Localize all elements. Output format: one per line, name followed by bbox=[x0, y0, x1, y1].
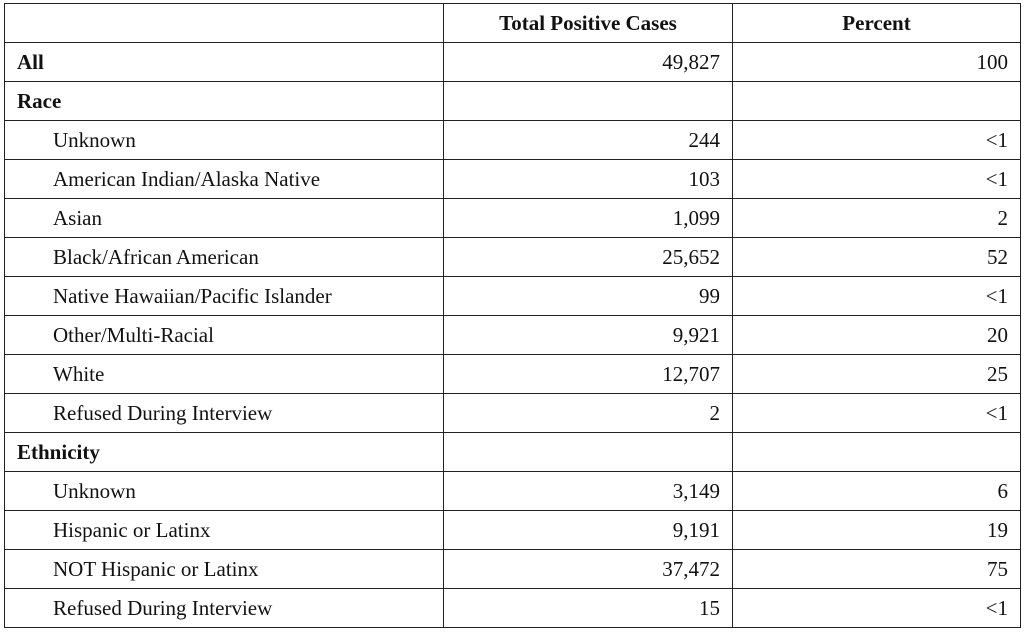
row-label: Refused During Interview bbox=[4, 588, 444, 628]
percent-cell: 75 bbox=[732, 549, 1021, 589]
table-row: NOT Hispanic or Latinx 37,472 75 bbox=[4, 549, 1021, 589]
table-row: Other/Multi-Racial 9,921 20 bbox=[4, 315, 1021, 355]
row-label: Hispanic or Latinx bbox=[4, 510, 444, 550]
cases-cell: 1,099 bbox=[443, 198, 733, 238]
empty-cell bbox=[732, 432, 1021, 472]
row-label: All bbox=[4, 42, 444, 82]
section-row: Race bbox=[4, 81, 1021, 121]
row-label: Unknown bbox=[4, 471, 444, 511]
cases-cell: 244 bbox=[443, 120, 733, 160]
table-row: Asian 1,099 2 bbox=[4, 198, 1021, 238]
row-label: White bbox=[4, 354, 444, 394]
table-row: Unknown 244 <1 bbox=[4, 120, 1021, 160]
table-row: White 12,707 25 bbox=[4, 354, 1021, 394]
data-table: Total Positive Cases Percent All 49,827 10… bbox=[4, 3, 1021, 628]
cases-cell: 12,707 bbox=[443, 354, 733, 394]
empty-cell bbox=[443, 81, 733, 121]
row-label: Other/Multi-Racial bbox=[4, 315, 444, 355]
cases-cell: 37,472 bbox=[443, 549, 733, 589]
section-title: Race bbox=[4, 81, 444, 121]
percent-cell: 25 bbox=[732, 354, 1021, 394]
percent-cell: 20 bbox=[732, 315, 1021, 355]
percent-cell: 6 bbox=[732, 471, 1021, 511]
section-row: Ethnicity bbox=[4, 432, 1021, 472]
empty-cell bbox=[443, 432, 733, 472]
cases-cell: 2 bbox=[443, 393, 733, 433]
cases-cell: 103 bbox=[443, 159, 733, 199]
percent-cell: 100 bbox=[732, 42, 1021, 82]
percent-cell: <1 bbox=[732, 393, 1021, 433]
row-label: Black/African American bbox=[4, 237, 444, 277]
header-cell: Percent bbox=[732, 3, 1021, 43]
row-label: Native Hawaiian/Pacific Islander bbox=[4, 276, 444, 316]
section-title: Ethnicity bbox=[4, 432, 444, 472]
table-row: Unknown 3,149 6 bbox=[4, 471, 1021, 511]
row-label: Asian bbox=[4, 198, 444, 238]
row-label: Refused During Interview bbox=[4, 393, 444, 433]
table-row: Black/African American 25,652 52 bbox=[4, 237, 1021, 277]
percent-cell: 2 bbox=[732, 198, 1021, 238]
cases-cell: 9,191 bbox=[443, 510, 733, 550]
table-row: American Indian/Alaska Native 103 <1 bbox=[4, 159, 1021, 199]
percent-cell: <1 bbox=[732, 120, 1021, 160]
table-row: Hispanic or Latinx 9,191 19 bbox=[4, 510, 1021, 550]
cases-cell: 25,652 bbox=[443, 237, 733, 277]
percent-cell: 19 bbox=[732, 510, 1021, 550]
row-label: Unknown bbox=[4, 120, 444, 160]
cases-cell: 15 bbox=[443, 588, 733, 628]
header-row: Total Positive Cases Percent bbox=[4, 3, 1021, 43]
cases-cell: 9,921 bbox=[443, 315, 733, 355]
header-cell bbox=[4, 3, 444, 43]
table-row: Refused During Interview 15 <1 bbox=[4, 588, 1021, 628]
cases-cell: 99 bbox=[443, 276, 733, 316]
header-cell: Total Positive Cases bbox=[443, 3, 733, 43]
percent-cell: <1 bbox=[732, 159, 1021, 199]
row-label: NOT Hispanic or Latinx bbox=[4, 549, 444, 589]
row-label: American Indian/Alaska Native bbox=[4, 159, 444, 199]
percent-cell: <1 bbox=[732, 588, 1021, 628]
empty-cell bbox=[732, 81, 1021, 121]
cases-cell: 3,149 bbox=[443, 471, 733, 511]
table-body: All 49,827 100 Race Unknown 244 <1 American Ind… bbox=[4, 42, 1021, 628]
percent-cell: <1 bbox=[732, 276, 1021, 316]
table-row: All 49,827 100 bbox=[4, 42, 1021, 82]
table-row: Native Hawaiian/Pacific Islander 99 <1 bbox=[4, 276, 1021, 316]
percent-cell: 52 bbox=[732, 237, 1021, 277]
table-row: Refused During Interview 2 <1 bbox=[4, 393, 1021, 433]
cases-cell: 49,827 bbox=[443, 42, 733, 82]
